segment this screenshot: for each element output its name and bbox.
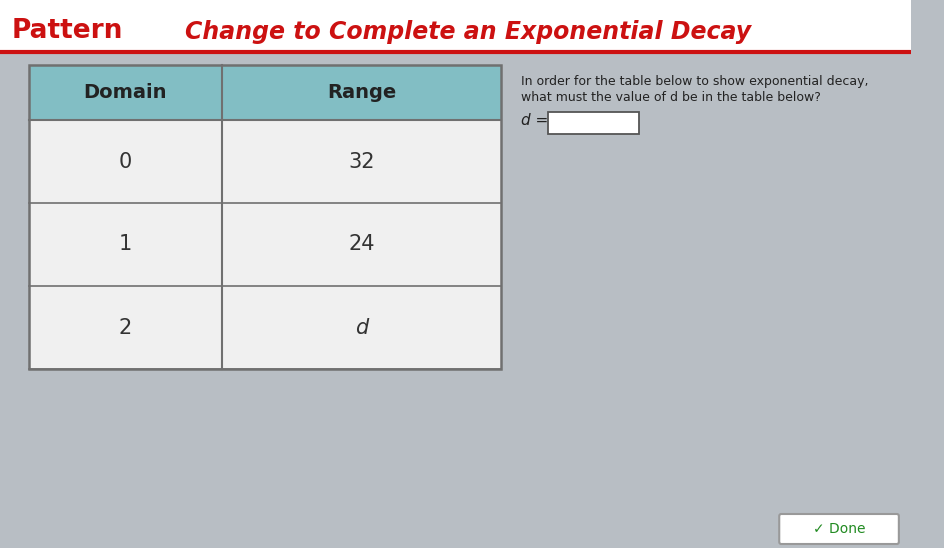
- Text: Pattern: Pattern: [11, 18, 123, 44]
- Text: 1: 1: [119, 235, 132, 254]
- Text: Change to Complete an Exponential Decay: Change to Complete an Exponential Decay: [184, 20, 750, 44]
- Text: what must the value of d be in the table below?: what must the value of d be in the table…: [520, 91, 819, 104]
- Text: Domain: Domain: [83, 83, 167, 102]
- Text: d: d: [355, 317, 368, 338]
- Text: Range: Range: [327, 83, 396, 102]
- Text: d =: d =: [520, 113, 548, 128]
- FancyBboxPatch shape: [0, 52, 910, 548]
- FancyBboxPatch shape: [548, 112, 639, 134]
- Text: 32: 32: [348, 151, 375, 172]
- FancyBboxPatch shape: [0, 0, 910, 52]
- FancyBboxPatch shape: [779, 514, 898, 544]
- FancyBboxPatch shape: [29, 65, 501, 120]
- Text: 0: 0: [119, 151, 132, 172]
- FancyBboxPatch shape: [29, 203, 501, 286]
- Text: 2: 2: [119, 317, 132, 338]
- FancyBboxPatch shape: [29, 120, 501, 203]
- FancyBboxPatch shape: [29, 286, 501, 369]
- Text: In order for the table below to show exponential decay,: In order for the table below to show exp…: [520, 75, 868, 88]
- Text: ✓ Done: ✓ Done: [812, 522, 865, 536]
- Text: 24: 24: [348, 235, 375, 254]
